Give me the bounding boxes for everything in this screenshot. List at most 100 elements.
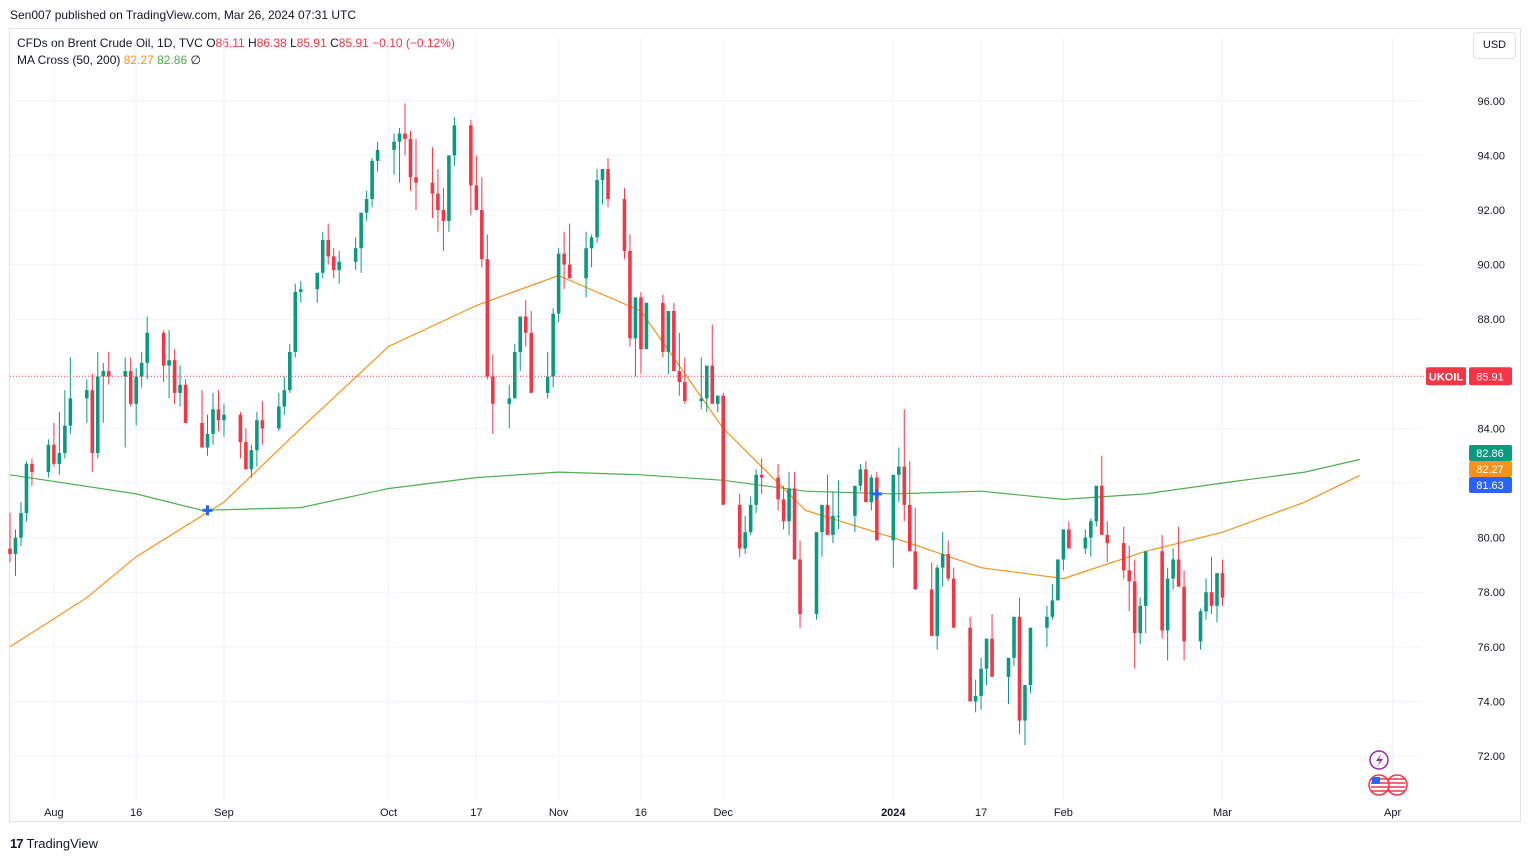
candle bbox=[260, 401, 265, 445]
candle bbox=[1204, 578, 1208, 620]
candle-body bbox=[584, 248, 588, 279]
y-tick-label: 84.00 bbox=[1477, 423, 1505, 435]
candle-body bbox=[891, 474, 896, 541]
chart-legend: CFDs on Brent Crude Oil, 1D, TVC O86.11 … bbox=[17, 35, 455, 69]
x-tick-label: 16 bbox=[130, 807, 142, 819]
footer: 17 TradingView bbox=[10, 836, 98, 851]
open-value: 86.11 bbox=[215, 36, 245, 50]
candle-body bbox=[469, 125, 473, 186]
candle bbox=[683, 357, 687, 404]
candle bbox=[1100, 455, 1104, 535]
candle-body bbox=[298, 289, 303, 292]
candle bbox=[704, 365, 709, 413]
tradingview-logo-icon: 17 bbox=[10, 836, 24, 851]
candle-body bbox=[408, 138, 413, 178]
candle bbox=[1061, 529, 1066, 571]
candle-body bbox=[507, 398, 512, 404]
candle bbox=[787, 472, 791, 535]
candle-body bbox=[743, 532, 747, 549]
candle-body bbox=[85, 390, 89, 399]
candle-body bbox=[436, 193, 440, 210]
candle-body bbox=[710, 365, 715, 404]
candle-body bbox=[907, 504, 912, 552]
candle bbox=[891, 474, 896, 568]
candle-body bbox=[644, 302, 649, 350]
candle bbox=[990, 614, 994, 677]
candle-body bbox=[1220, 573, 1225, 598]
candle-body bbox=[331, 256, 336, 271]
value-tag-bg bbox=[1469, 445, 1512, 461]
candle-body bbox=[946, 554, 950, 579]
candle-body bbox=[491, 376, 495, 404]
candle bbox=[485, 234, 490, 380]
candle bbox=[600, 169, 605, 205]
y-tick-label: 78.00 bbox=[1477, 587, 1505, 599]
candle bbox=[436, 169, 440, 232]
footer-brand[interactable]: TradingView bbox=[26, 836, 99, 851]
candle-body bbox=[1171, 559, 1175, 579]
candle bbox=[128, 357, 133, 407]
candle bbox=[984, 638, 989, 686]
candle bbox=[68, 357, 73, 434]
candle bbox=[1056, 559, 1060, 601]
candle bbox=[403, 103, 407, 156]
candle bbox=[85, 379, 89, 423]
candle-body bbox=[529, 332, 533, 393]
candle-body bbox=[875, 477, 879, 541]
candle bbox=[759, 458, 764, 494]
candle bbox=[940, 532, 945, 587]
symbol-title[interactable]: CFDs on Brent Crude Oil, 1D, TVC bbox=[17, 36, 203, 50]
indicator-name[interactable]: MA Cross (50, 200) bbox=[17, 53, 121, 67]
candle bbox=[781, 485, 786, 530]
candle-body bbox=[167, 360, 171, 366]
candle bbox=[441, 188, 446, 251]
symbol-ohlc-line: CFDs on Brent Crude Oil, 1D, TVC O86.11 … bbox=[17, 35, 455, 52]
candle-body bbox=[1165, 578, 1170, 631]
candle bbox=[447, 155, 451, 232]
candle-body bbox=[1105, 534, 1110, 544]
candle-body bbox=[606, 169, 610, 200]
candle bbox=[672, 302, 676, 372]
candle-body bbox=[754, 474, 758, 505]
candle-body bbox=[364, 199, 369, 213]
candle bbox=[551, 308, 555, 388]
candle-body bbox=[512, 351, 517, 399]
y-tick-label: 80.00 bbox=[1477, 533, 1505, 545]
y-tick-label: 72.00 bbox=[1477, 751, 1505, 763]
ma-fast-value: 82.27 bbox=[123, 53, 154, 67]
candle bbox=[715, 395, 720, 413]
x-tick-label: Dec bbox=[713, 807, 733, 819]
candle-body bbox=[46, 444, 51, 473]
candle-body bbox=[633, 297, 638, 339]
candle bbox=[255, 412, 259, 467]
candle bbox=[935, 564, 939, 650]
candle-body bbox=[397, 133, 402, 142]
candle bbox=[474, 155, 479, 210]
candle-body bbox=[222, 414, 226, 421]
candle bbox=[721, 392, 726, 505]
candle-body bbox=[776, 477, 780, 500]
candle bbox=[331, 248, 336, 279]
currency-button[interactable]: USD bbox=[1473, 32, 1516, 59]
candle bbox=[556, 248, 561, 322]
candle bbox=[737, 493, 742, 557]
candle bbox=[52, 422, 56, 467]
low-value: 85.91 bbox=[296, 36, 327, 50]
x-tick-label: 2024 bbox=[881, 807, 906, 819]
candle bbox=[973, 679, 978, 713]
value-tag: 82.86 bbox=[1476, 448, 1504, 460]
us-flag-event-icon bbox=[1368, 774, 1408, 796]
indicator-line: MA Cross (50, 200) 82.27 82.86 ∅ bbox=[17, 52, 455, 69]
candle bbox=[929, 562, 934, 636]
candle-body bbox=[737, 504, 742, 549]
candle bbox=[63, 390, 67, 459]
candle-body bbox=[353, 248, 358, 262]
candle bbox=[606, 158, 610, 208]
candle-body bbox=[973, 695, 978, 702]
candle-body bbox=[326, 240, 330, 257]
candle-body bbox=[869, 477, 874, 503]
candle bbox=[282, 376, 287, 415]
candle-body bbox=[831, 515, 835, 535]
candle bbox=[123, 357, 127, 448]
